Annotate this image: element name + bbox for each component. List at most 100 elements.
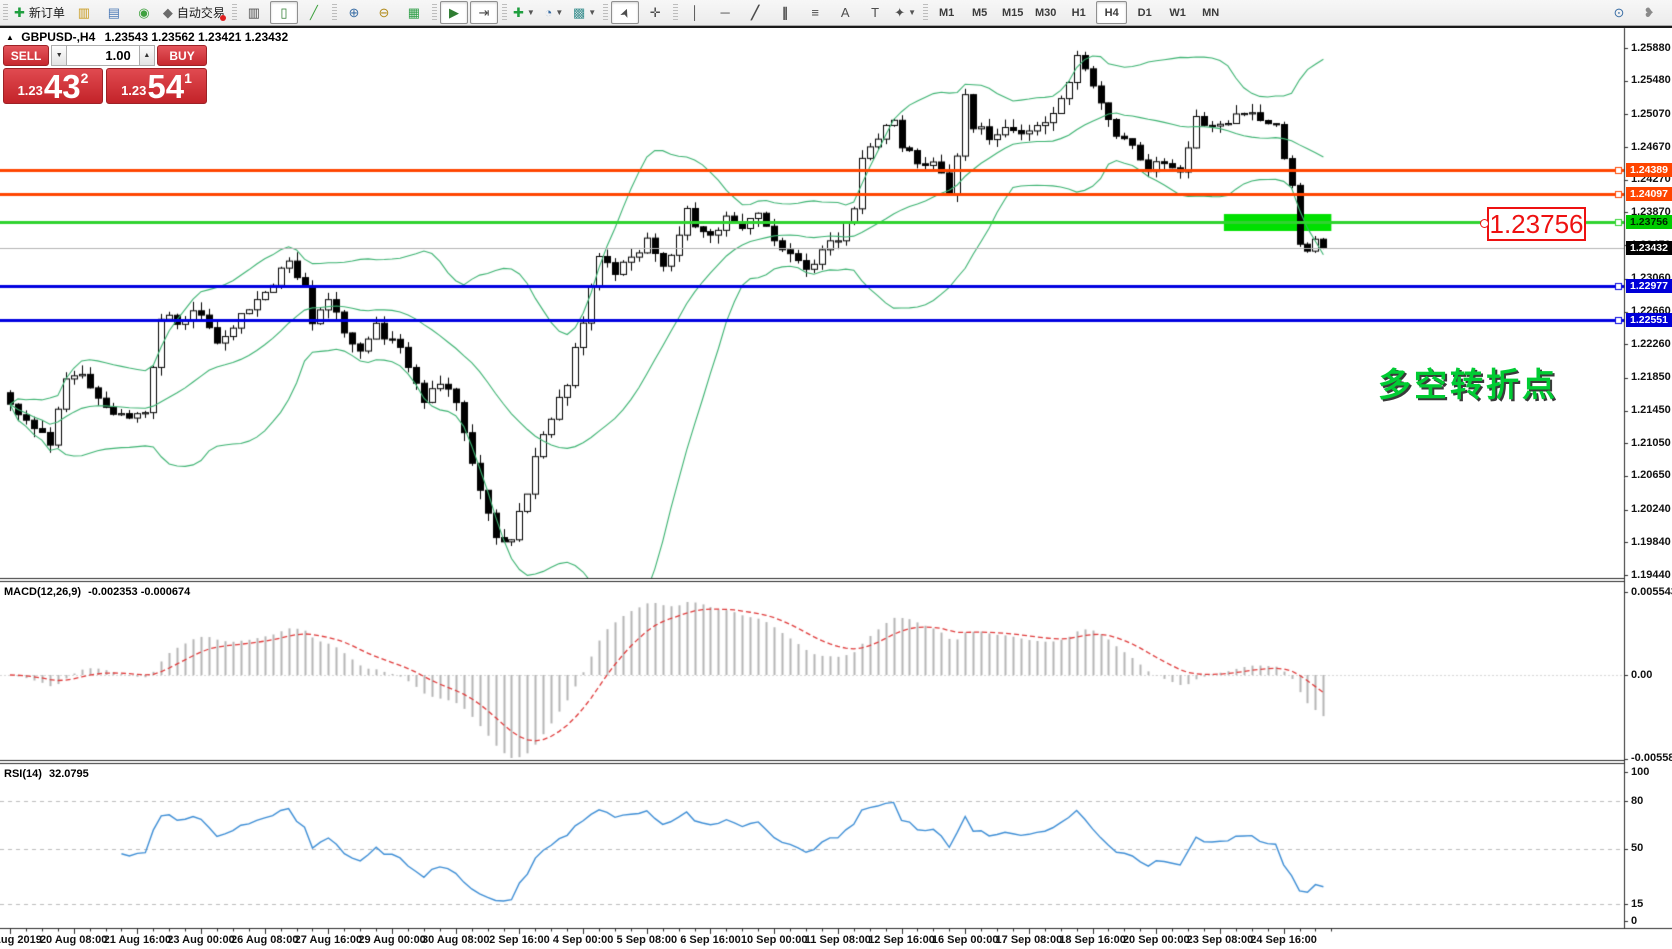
time-axis-label: 27 Aug 16:00 [294,934,363,946]
toolbar-grip [3,4,8,21]
cursor-icon[interactable]: ➤ [611,1,640,24]
equidistant-channel-icon[interactable]: ∥ [771,1,799,24]
price-callout-anchor[interactable] [1480,219,1489,228]
price-axis-label: 1.21450 [1631,404,1671,417]
periods-icon[interactable]: ◔ ▼ [540,1,568,24]
toolbar-group-drawing: │ ─ ╱ ∥ ≡ A T ✦ ▼ [670,0,920,25]
time-axis-label: 24 Sep 16:00 [1250,934,1317,946]
templates-dropdown-icon[interactable]: ▼ [588,8,597,17]
market-watch-glyph: ▥ [77,4,91,20]
trendline-icon[interactable]: ╱ [741,1,769,24]
trendline-glyph: ╱ [751,4,760,20]
chat-icon[interactable]: ❥ [1643,4,1655,20]
timeframe-button-tf-w1[interactable]: W1 [1169,6,1186,19]
timeframe-button-tf-h4[interactable]: H4 [1096,1,1128,24]
trade-panel-collapse-icon[interactable]: ▲ [6,33,14,42]
chart-shift-icon[interactable]: ⇥ [469,1,498,24]
indicators-list-icon[interactable]: ✚ ▼ [510,1,538,24]
price-axis-label: 1.21850 [1631,371,1671,384]
auto-scroll-icon[interactable]: ▶ [439,1,468,24]
bar-chart-glyph: ▥ [247,4,261,20]
macd-axis-label: -0.005583 [1631,752,1672,765]
time-axis-label: 20 Sep 00:00 [1122,934,1190,946]
timeframe-button-tf-h1[interactable]: H1 [1071,6,1086,19]
timeframe-button-tf-m30[interactable]: M30 [1034,6,1057,19]
buy-button[interactable]: BUY [157,45,207,66]
autotrading-icon[interactable]: ◆ 自动交易 [160,1,228,24]
autotrading-glyph: ◆ [162,4,173,20]
price-axis-label: 1.25070 [1631,107,1671,120]
toolbar-group-objects: ✚ ▼ ◔ ▼ ▩ ▼ [499,0,600,25]
auto-scroll-glyph: ▶ [448,4,459,20]
volume-input[interactable]: 1.00 [67,45,139,66]
price-line-tag: 1.22977 [1626,278,1672,293]
buy-price-display[interactable]: 1.23 54 1 [106,68,207,104]
data-window-icon[interactable]: ▤ [100,1,128,24]
horizontal-line-icon[interactable]: ─ [711,1,739,24]
search-icon[interactable]: ⊙ [1613,4,1625,20]
arrows-dropdown-icon[interactable]: ▼ [908,8,917,17]
timeframe-button-tf-mn[interactable]: MN [1202,6,1220,19]
toolbar-grip [603,4,609,21]
market-watch-icon[interactable]: ▥ [70,1,98,24]
fibonacci-icon[interactable]: ≡ [801,1,829,24]
macd-label: MACD(12,26,9) [4,586,82,598]
timeframe-button-tf-m5[interactable]: M5 [972,6,988,19]
timeframe-button-tf-m15[interactable]: M15 [1001,6,1024,19]
candlestick-chart-icon[interactable]: ▯ [269,1,298,24]
time-axis-label: 19 Aug 2019 [0,934,42,946]
navigator-icon[interactable]: ◉ [130,1,158,24]
price-line-tag: 1.23756 [1626,214,1672,229]
sell-price-display[interactable]: 1.23 43 2 [3,68,103,104]
timeframe-button-tf-d1[interactable]: D1 [1137,6,1152,19]
zoom-out-icon[interactable]: ⊖ [370,1,398,24]
volume-increase-button[interactable]: ▲ [138,45,156,66]
macd-values: -0.002353 -0.000674 [88,586,191,598]
time-axis-label: 23 Sep 08:00 [1186,934,1254,946]
toolbar-grip [501,4,507,21]
crosshair-icon[interactable]: ✛ [641,1,669,24]
text-icon[interactable]: A [831,1,859,24]
new-order-label: 新订单 [28,6,65,20]
horizontal-line-glyph: ─ [720,5,730,20]
indicators-list-glyph: ✚ [513,4,524,20]
autotrading-status-badge [219,15,226,21]
text-label-icon[interactable]: T [861,1,889,24]
line-chart-glyph: ╱ [310,4,318,20]
ohlc-values: 1.23543 1.23562 1.23421 1.23432 [104,30,289,44]
toolbar-group-chart-type: ▥ ▯ ╱ [229,0,329,25]
line-chart-icon[interactable]: ╱ [300,1,328,24]
macd-header: MACD(12,26,9) -0.002353 -0.000674 [4,586,190,598]
rsi-axis-label: 80 [1631,794,1644,807]
sell-button[interactable]: SELL [3,45,50,66]
toolbar-group-timeframes: M1 M5 M15 M30 H1 H4 D1 W1 MN [920,0,1227,25]
periods-glyph: ◔ [544,5,553,20]
price-axis-label: 1.24670 [1631,140,1671,153]
time-axis-label: 2 Sep 16:00 [489,934,550,946]
tile-windows-glyph: ▦ [407,4,421,20]
time-axis-label: 23 Aug 00:00 [167,934,235,946]
templates-icon[interactable]: ▩ ▼ [570,1,599,24]
indicators-list-dropdown-icon[interactable]: ▼ [526,8,535,17]
price-axis-label: 1.22260 [1631,337,1671,350]
periods-dropdown-icon[interactable]: ▼ [555,8,564,17]
text-label-glyph: T [871,5,880,20]
toolbar-group-zoom: ⊕ ⊖ ▦ [329,0,429,25]
rsi-label: RSI(14) [4,768,42,780]
tile-windows-icon[interactable]: ▦ [400,1,428,24]
equidistant-channel-glyph: ∥ [781,4,789,20]
price-callout-label[interactable]: 1.23756 [1487,207,1586,241]
new-order-icon[interactable]: ✚ 新订单 [11,1,68,24]
bar-chart-icon[interactable]: ▥ [240,1,268,24]
volume-decrease-button[interactable]: ▼ [51,45,68,66]
timeframe-button-tf-m1[interactable]: M1 [939,6,955,19]
crosshair-glyph: ✛ [649,4,661,20]
zoom-in-icon[interactable]: ⊕ [340,1,368,24]
vertical-line-icon[interactable]: │ [681,1,709,24]
sell-price-prefix: 1.23 [17,83,43,98]
autotrading-label: 自动交易 [176,6,225,20]
arrows-icon[interactable]: ✦ ▼ [891,1,919,24]
symbol-header: ▲ GBPUSD-,H4 1.23543 1.23562 1.23421 1.2… [6,30,288,44]
